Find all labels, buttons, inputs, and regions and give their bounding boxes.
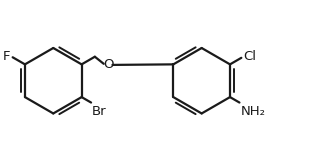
Text: F: F bbox=[2, 50, 10, 63]
Text: Br: Br bbox=[92, 105, 107, 118]
Text: O: O bbox=[103, 58, 113, 71]
Text: NH₂: NH₂ bbox=[241, 105, 266, 118]
Text: Cl: Cl bbox=[244, 50, 256, 63]
